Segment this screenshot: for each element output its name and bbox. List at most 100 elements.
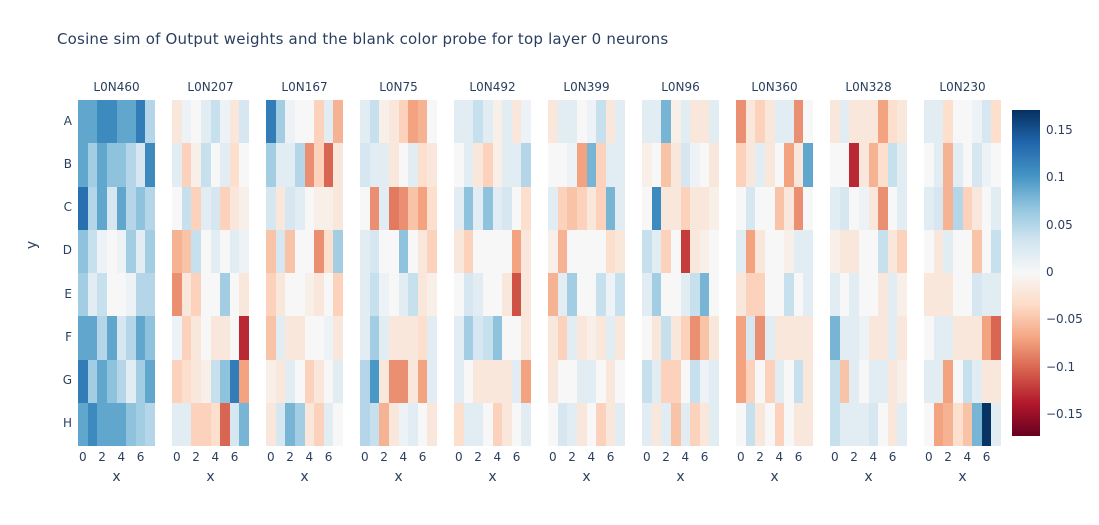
heatmap-cell [878, 143, 888, 187]
heatmap-cell [87, 359, 98, 403]
heatmap-cell [427, 402, 437, 446]
heatmap-cell [408, 402, 418, 446]
heatmap-cell [784, 229, 794, 273]
heatmap-cell [511, 143, 522, 187]
heatmap-cell [323, 186, 334, 230]
heatmap-cell [369, 273, 380, 317]
heatmap-cell [943, 402, 953, 446]
heatmap-cell [473, 316, 483, 360]
heatmap-cell [275, 316, 286, 360]
heatmap-cell [229, 402, 240, 446]
heatmap-cell [991, 402, 1001, 446]
heatmap-cell [294, 273, 305, 317]
heatmap-cell [323, 273, 334, 317]
x-tick-label: 0 [642, 450, 651, 464]
heatmap-cell [642, 143, 652, 187]
heatmap-cell [408, 229, 418, 273]
heatmap-cell [793, 273, 804, 317]
heatmap-cell [878, 100, 888, 144]
heatmap-cell [952, 316, 963, 360]
colorbar-tick-label: 0.1 [1046, 170, 1066, 185]
facet-title: L0N492 [469, 80, 516, 94]
heatmap-cell [651, 186, 662, 230]
x-tick-label: 0 [830, 450, 839, 464]
heatmap-cell [933, 229, 944, 273]
heatmap-cell [548, 229, 558, 273]
heatmap-cell [586, 229, 597, 273]
heatmap-cell [172, 143, 182, 187]
x-tick-label: 0 [924, 450, 933, 464]
heatmap-cell [106, 100, 117, 144]
heatmap-cell [615, 316, 625, 360]
heatmap-cell [200, 316, 211, 360]
heatmap-cell [567, 229, 577, 273]
heatmap-cell [463, 186, 474, 230]
heatmap-cell [690, 100, 700, 144]
heatmap-cell [803, 143, 813, 187]
heatmap-cell [830, 402, 840, 446]
heatmap-cell [454, 402, 464, 446]
heatmap-cell [952, 402, 963, 446]
x-tick-label: 2 [850, 450, 858, 464]
heatmap-cell [784, 100, 794, 144]
heatmap-cell [736, 273, 746, 317]
x-axis-title: x [488, 469, 497, 485]
heatmap-cell [755, 273, 765, 317]
heatmap-cell [962, 359, 973, 403]
heatmap-cell [333, 229, 343, 273]
heatmap-cell [333, 143, 343, 187]
heatmap-cell [605, 359, 616, 403]
x-tick-label: 6 [512, 450, 521, 464]
heatmap-cell [548, 316, 558, 360]
heatmap-cell [427, 186, 437, 230]
heatmap-cell [482, 186, 493, 230]
heatmap-cell [830, 273, 840, 317]
facet-title: L0N399 [563, 80, 610, 94]
x-tick-label: 6 [794, 450, 803, 464]
heatmap-cell [229, 229, 240, 273]
heatmap-cell [492, 273, 503, 317]
heatmap-cell [333, 359, 343, 403]
heatmap-cell [736, 402, 746, 446]
heatmap-cell [615, 359, 625, 403]
heatmap-cell [87, 100, 98, 144]
heatmap-cell [576, 402, 587, 446]
heatmap-cell [463, 359, 474, 403]
x-tick-label: 2 [286, 450, 294, 464]
heatmap-cell [304, 359, 315, 403]
heatmap-cell [417, 316, 428, 360]
heatmap-cell [492, 100, 503, 144]
heatmap-cell [521, 100, 531, 144]
x-axis-title: x [864, 469, 873, 485]
heatmap-cell [774, 273, 785, 317]
heatmap-cell [294, 143, 305, 187]
heatmap-cell [661, 273, 671, 317]
heatmap-cell [492, 402, 503, 446]
heatmap-cell [933, 143, 944, 187]
heatmap-cell [586, 186, 597, 230]
heatmap-cell [492, 229, 503, 273]
heatmap-grid [548, 100, 625, 446]
heatmap-cell [511, 316, 522, 360]
heatmap-cell [511, 273, 522, 317]
x-tick-label: 4 [681, 450, 690, 464]
heatmap-cell [868, 186, 879, 230]
heatmap-cell [596, 316, 606, 360]
heatmap-cell [991, 273, 1001, 317]
heatmap-cell [388, 316, 399, 360]
heatmap-cell [97, 402, 107, 446]
heatmap-cell [172, 273, 182, 317]
heatmap-cell [642, 186, 652, 230]
heatmap-cell [360, 229, 370, 273]
heatmap-cell [887, 273, 898, 317]
heatmap-cell [991, 100, 1001, 144]
heatmap-cell [849, 402, 859, 446]
heatmap-cell [642, 273, 652, 317]
heatmap-cell [839, 273, 850, 317]
heatmap-cell [943, 100, 953, 144]
heatmap-cell [709, 402, 719, 446]
heatmap-cell [369, 100, 380, 144]
heatmap-cell [314, 186, 324, 230]
heatmap-cell [933, 100, 944, 144]
heatmap-cell [210, 402, 221, 446]
